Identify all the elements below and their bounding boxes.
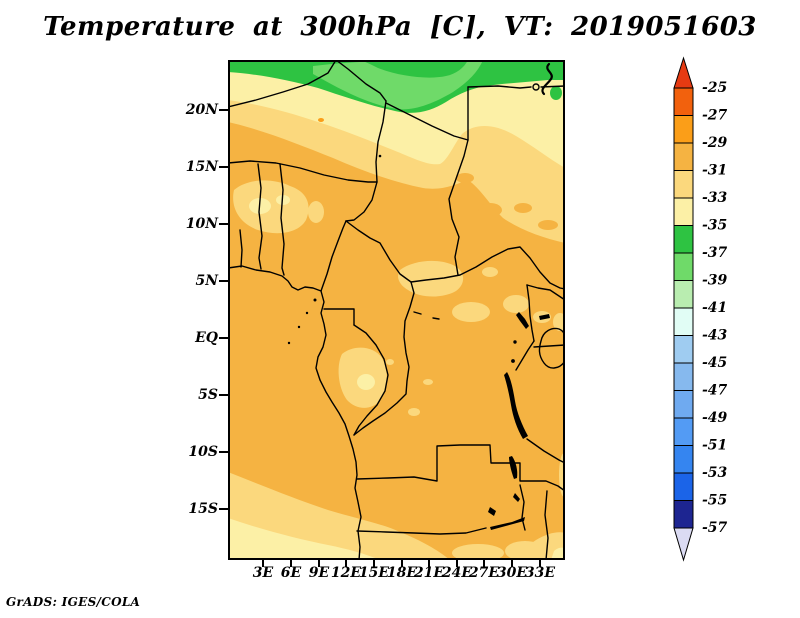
colorbar-tick-label: -33	[702, 190, 728, 206]
lat-tick-label: 10S	[188, 444, 218, 460]
colorbar-cell	[673, 170, 694, 199]
colorbar-cell	[673, 335, 694, 364]
page-title: Temperature at 300hPa [C], VT: 201905160…	[43, 12, 757, 42]
colorbar-tick-label: -47	[702, 383, 728, 399]
colorbar-tick-label: -35	[702, 218, 727, 234]
lat-tick-label: 5N	[195, 273, 218, 289]
lat-tick	[219, 109, 228, 111]
lon-tick-label: 12E	[330, 565, 362, 581]
lat-tick-label: EQ	[195, 330, 218, 346]
colorbar-tick-label: -53	[702, 465, 728, 481]
lon-tick-label: 3E	[252, 565, 274, 581]
lon-tick	[456, 560, 458, 567]
grads-credit: GrADS: IGES/COLA	[6, 595, 141, 609]
lon-tick-label: 24E	[441, 565, 473, 581]
colorbar-cell	[673, 472, 694, 501]
lat-tick	[219, 394, 228, 396]
map-frame	[228, 60, 565, 560]
colorbar-cell	[673, 417, 694, 446]
colorbar-tick-label: -39	[702, 273, 728, 289]
colorbar-tick-label: -43	[702, 328, 728, 344]
colorbar-arrow-top	[673, 56, 694, 89]
lat-tick	[219, 280, 228, 282]
colorbar-cell	[673, 142, 694, 171]
contour-dot-deeporange	[318, 118, 324, 122]
lon-tick-label: 27E	[468, 565, 500, 581]
lon-tick-label: 30E	[496, 565, 528, 581]
colorbar-tick-label: -49	[702, 410, 728, 426]
colorbar-tick-label: -29	[702, 135, 728, 151]
lon-tick-label: 15E	[358, 565, 390, 581]
colorbar-tick-label: -51	[702, 438, 727, 454]
lat-tick-label: 20N	[185, 102, 218, 118]
colorbar-cell	[673, 307, 694, 336]
lat-tick	[219, 166, 228, 168]
colorbar-cell	[673, 197, 694, 226]
lon-tick	[428, 560, 430, 567]
colorbar-tick-label: -57	[702, 520, 728, 536]
lat-tick	[219, 451, 228, 453]
lon-tick	[483, 560, 485, 567]
colorbar-cell	[673, 445, 694, 474]
country-borders	[228, 60, 565, 560]
lat-tick-label: 15N	[185, 159, 218, 175]
colorbar-cell	[673, 390, 694, 419]
colorbar-cell	[673, 115, 694, 144]
colorbar: -25 -27 -29 -31 -33 -35 -37 -39 -41 -43 …	[673, 56, 728, 562]
colorbar-cell	[673, 225, 694, 254]
lon-tick-label: 18E	[386, 565, 418, 581]
colorbar-tick-label: -55	[702, 493, 727, 509]
lon-tick	[262, 560, 264, 567]
colorbar-cell	[673, 280, 694, 309]
map-plot	[228, 60, 565, 560]
lon-tick	[511, 560, 513, 567]
colorbar-tick-label: -27	[702, 108, 728, 124]
colorbar-tick-label: -25	[702, 80, 727, 96]
lat-tick	[219, 508, 228, 510]
lon-tick-label: 21E	[413, 565, 445, 581]
lon-tick-label: 9E	[308, 565, 330, 581]
lon-tick	[539, 560, 541, 567]
colorbar-tick-label: -37	[702, 245, 728, 261]
lon-tick	[290, 560, 292, 567]
lon-tick-label: 33E	[524, 565, 556, 581]
lon-tick-label: 6E	[280, 565, 302, 581]
lon-tick	[345, 560, 347, 567]
lat-tick-label: 15S	[188, 501, 218, 517]
lat-tick	[219, 223, 228, 225]
lon-tick	[318, 560, 320, 567]
lon-tick	[373, 560, 375, 567]
colorbar-arrow-bottom	[673, 527, 694, 562]
colorbar-cell	[673, 500, 694, 529]
lon-tick	[401, 560, 403, 567]
colorbar-cell	[673, 362, 694, 391]
contour-patch-orange-ne	[456, 173, 558, 230]
colorbar-cell	[673, 87, 694, 116]
lat-tick	[219, 337, 228, 339]
colorbar-cell	[673, 252, 694, 281]
colorbar-tick-label: -45	[702, 355, 727, 371]
lat-tick-label: 10N	[185, 216, 218, 232]
lat-tick-label: 5S	[198, 387, 218, 403]
colorbar-tick-label: -41	[702, 300, 727, 316]
lakes	[287, 154, 550, 530]
colorbar-tick-label: -31	[702, 163, 727, 179]
